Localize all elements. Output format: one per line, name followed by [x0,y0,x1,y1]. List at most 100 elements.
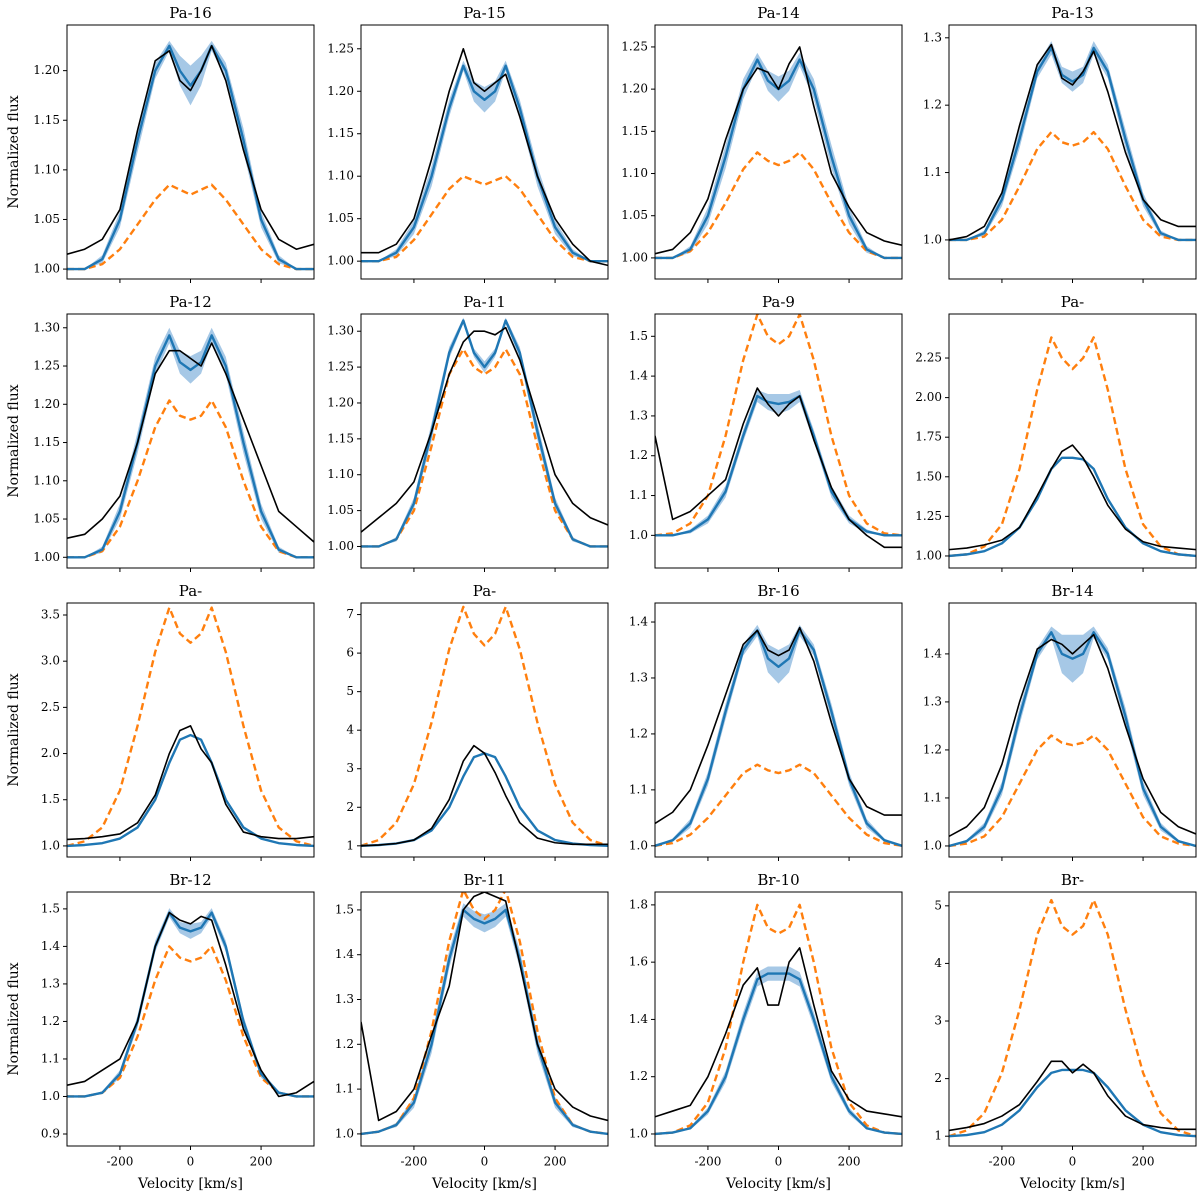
y-tick-label: 1.25 [621,39,648,53]
line [655,394,902,537]
plot-area [655,314,902,549]
plot-area [67,908,314,1098]
y-tick-label: 1.4 [629,615,648,629]
y-tick-label: 1.75 [915,430,942,444]
panel-title: Br-16 [757,582,799,600]
x-tick-label: 200 [544,1155,567,1169]
y-tick-label: 1.2 [629,448,648,462]
plot-area [655,624,902,847]
panel: 1.00 1.05 1.10 1.15 1.20 1.25 1.30 Pa-12 Normali… [6,293,315,572]
y-axis-label: Normalized flux [6,962,22,1075]
y-tick-label: 1.0 [41,1089,60,1103]
y-tick-label: 1.30 [327,324,354,338]
uncertainty-band [655,390,902,536]
panel-title: Pa- [179,582,202,600]
y-tick-label: 1.0 [923,838,942,852]
panel: 1.00 1.05 1.10 1.15 1.20 1.25 Pa-14 [621,4,903,283]
y-tick-label: 4 [934,956,942,970]
panel: 1.00 1.05 1.10 1.15 1.20 1.25 1.30 Pa-11 [327,293,609,572]
panel: 1.0 1.5 2.0 2.5 3.0 3.5 Pa- Normalized flux [6,582,315,861]
panel-title: Br-11 [463,871,505,889]
y-axis-label: Normalized flux [6,384,22,497]
axes-frame [66,602,315,858]
y-tick-label: 1.10 [327,467,354,481]
y-tick-label: 1.00 [33,262,60,276]
line [361,908,608,1136]
panel: 1.0 1.1 1.2 1.3 1.4 1.5 Pa-9 [629,293,903,572]
plot-area [67,606,314,848]
panel: 1.00 1.05 1.10 1.15 1.20 1.25 Pa-15 [327,4,609,283]
y-tick-label: 1.05 [327,211,354,225]
dashed-line [361,175,608,263]
y-tick-label: 1.3 [335,992,354,1006]
y-tick-label: 1.4 [629,369,648,383]
y-tick-label: 1.0 [629,1126,648,1140]
y-tick-label: 1.2 [335,1037,354,1051]
y-tick-label: 1.00 [327,539,354,553]
y-tick-label: 1.10 [33,162,60,176]
y-tick-label: 7 [346,607,354,621]
axes-frame [948,24,1197,280]
y-tick-label: 1.10 [621,166,648,180]
x-tick-label: -200 [400,1155,427,1169]
line [361,47,608,267]
y-tick-label: 1.20 [327,84,354,98]
y-tick-label: 1.5 [41,901,60,915]
line [655,387,902,549]
y-tick-label: 1.2 [923,742,942,756]
dashed-line [361,605,608,847]
dashed-line [67,606,314,848]
y-tick-label: 1.0 [335,1126,354,1140]
dashed-line [655,314,902,537]
line [67,733,314,848]
y-tick-label: 2 [934,1071,942,1085]
y-tick-label: 3.5 [41,608,60,622]
panel-title: Pa-14 [757,4,800,22]
y-tick-label: 1.05 [33,512,60,526]
dashed-line [67,183,314,271]
dashed-line [361,892,608,1136]
line [67,334,314,559]
dashed-line [655,763,902,847]
uncertainty-band [949,626,1196,846]
y-tick-label: 2.00 [915,390,942,404]
axes-frame [66,24,315,280]
y-tick-label: 1.15 [327,126,354,140]
x-tick-label: 0 [481,1155,489,1169]
x-axis-label: Velocity [km/s] [137,1176,243,1192]
panel-title: Pa-15 [463,4,506,22]
line [949,46,1196,242]
line [949,43,1196,241]
y-tick-label: 2.5 [41,700,60,714]
line [361,752,608,848]
line [361,326,608,533]
panel: 1.0 1.1 1.2 1.3 1.4 Br-16 [629,582,903,861]
dashed-line [949,898,1196,1138]
y-tick-label: 1.3 [923,694,942,708]
y-tick-label: 1.2 [923,98,942,112]
panel-title: Br- [1061,871,1084,889]
dashed-line [361,347,608,548]
x-tick-label: 200 [838,1155,861,1169]
x-tick-label: 200 [250,1155,273,1169]
plot-area [655,903,902,1136]
x-axis-label: Velocity [km/s] [1019,1176,1125,1192]
uncertainty-band [655,966,902,1134]
y-tick-label: 1 [934,1129,942,1143]
y-tick-label: 1.15 [33,113,60,127]
y-tick-label: 0.9 [41,1126,60,1140]
panel: 1.00 1.25 1.50 1.75 2.00 2.25 Pa- [915,293,1197,572]
dashed-line [655,903,902,1136]
line [655,972,902,1136]
y-tick-label: 1.25 [327,360,354,374]
panel: 1.0 1.1 1.2 1.3 1.4 1.5 -200 0 200 Br-11 Velocity … [335,871,609,1192]
y-tick-label: 1.0 [629,528,648,542]
panel-title: Br-14 [1051,582,1093,600]
panel: 1.0 1.2 1.4 1.6 1.8 -200 0 200 Br-10 Velocity [km… [629,871,903,1192]
y-tick-label: 1.25 [33,359,60,373]
panel: 1.0 1.1 1.2 1.3 Pa-13 [923,4,1197,283]
line [655,46,902,255]
line [361,892,608,1122]
plot-area [949,626,1196,848]
